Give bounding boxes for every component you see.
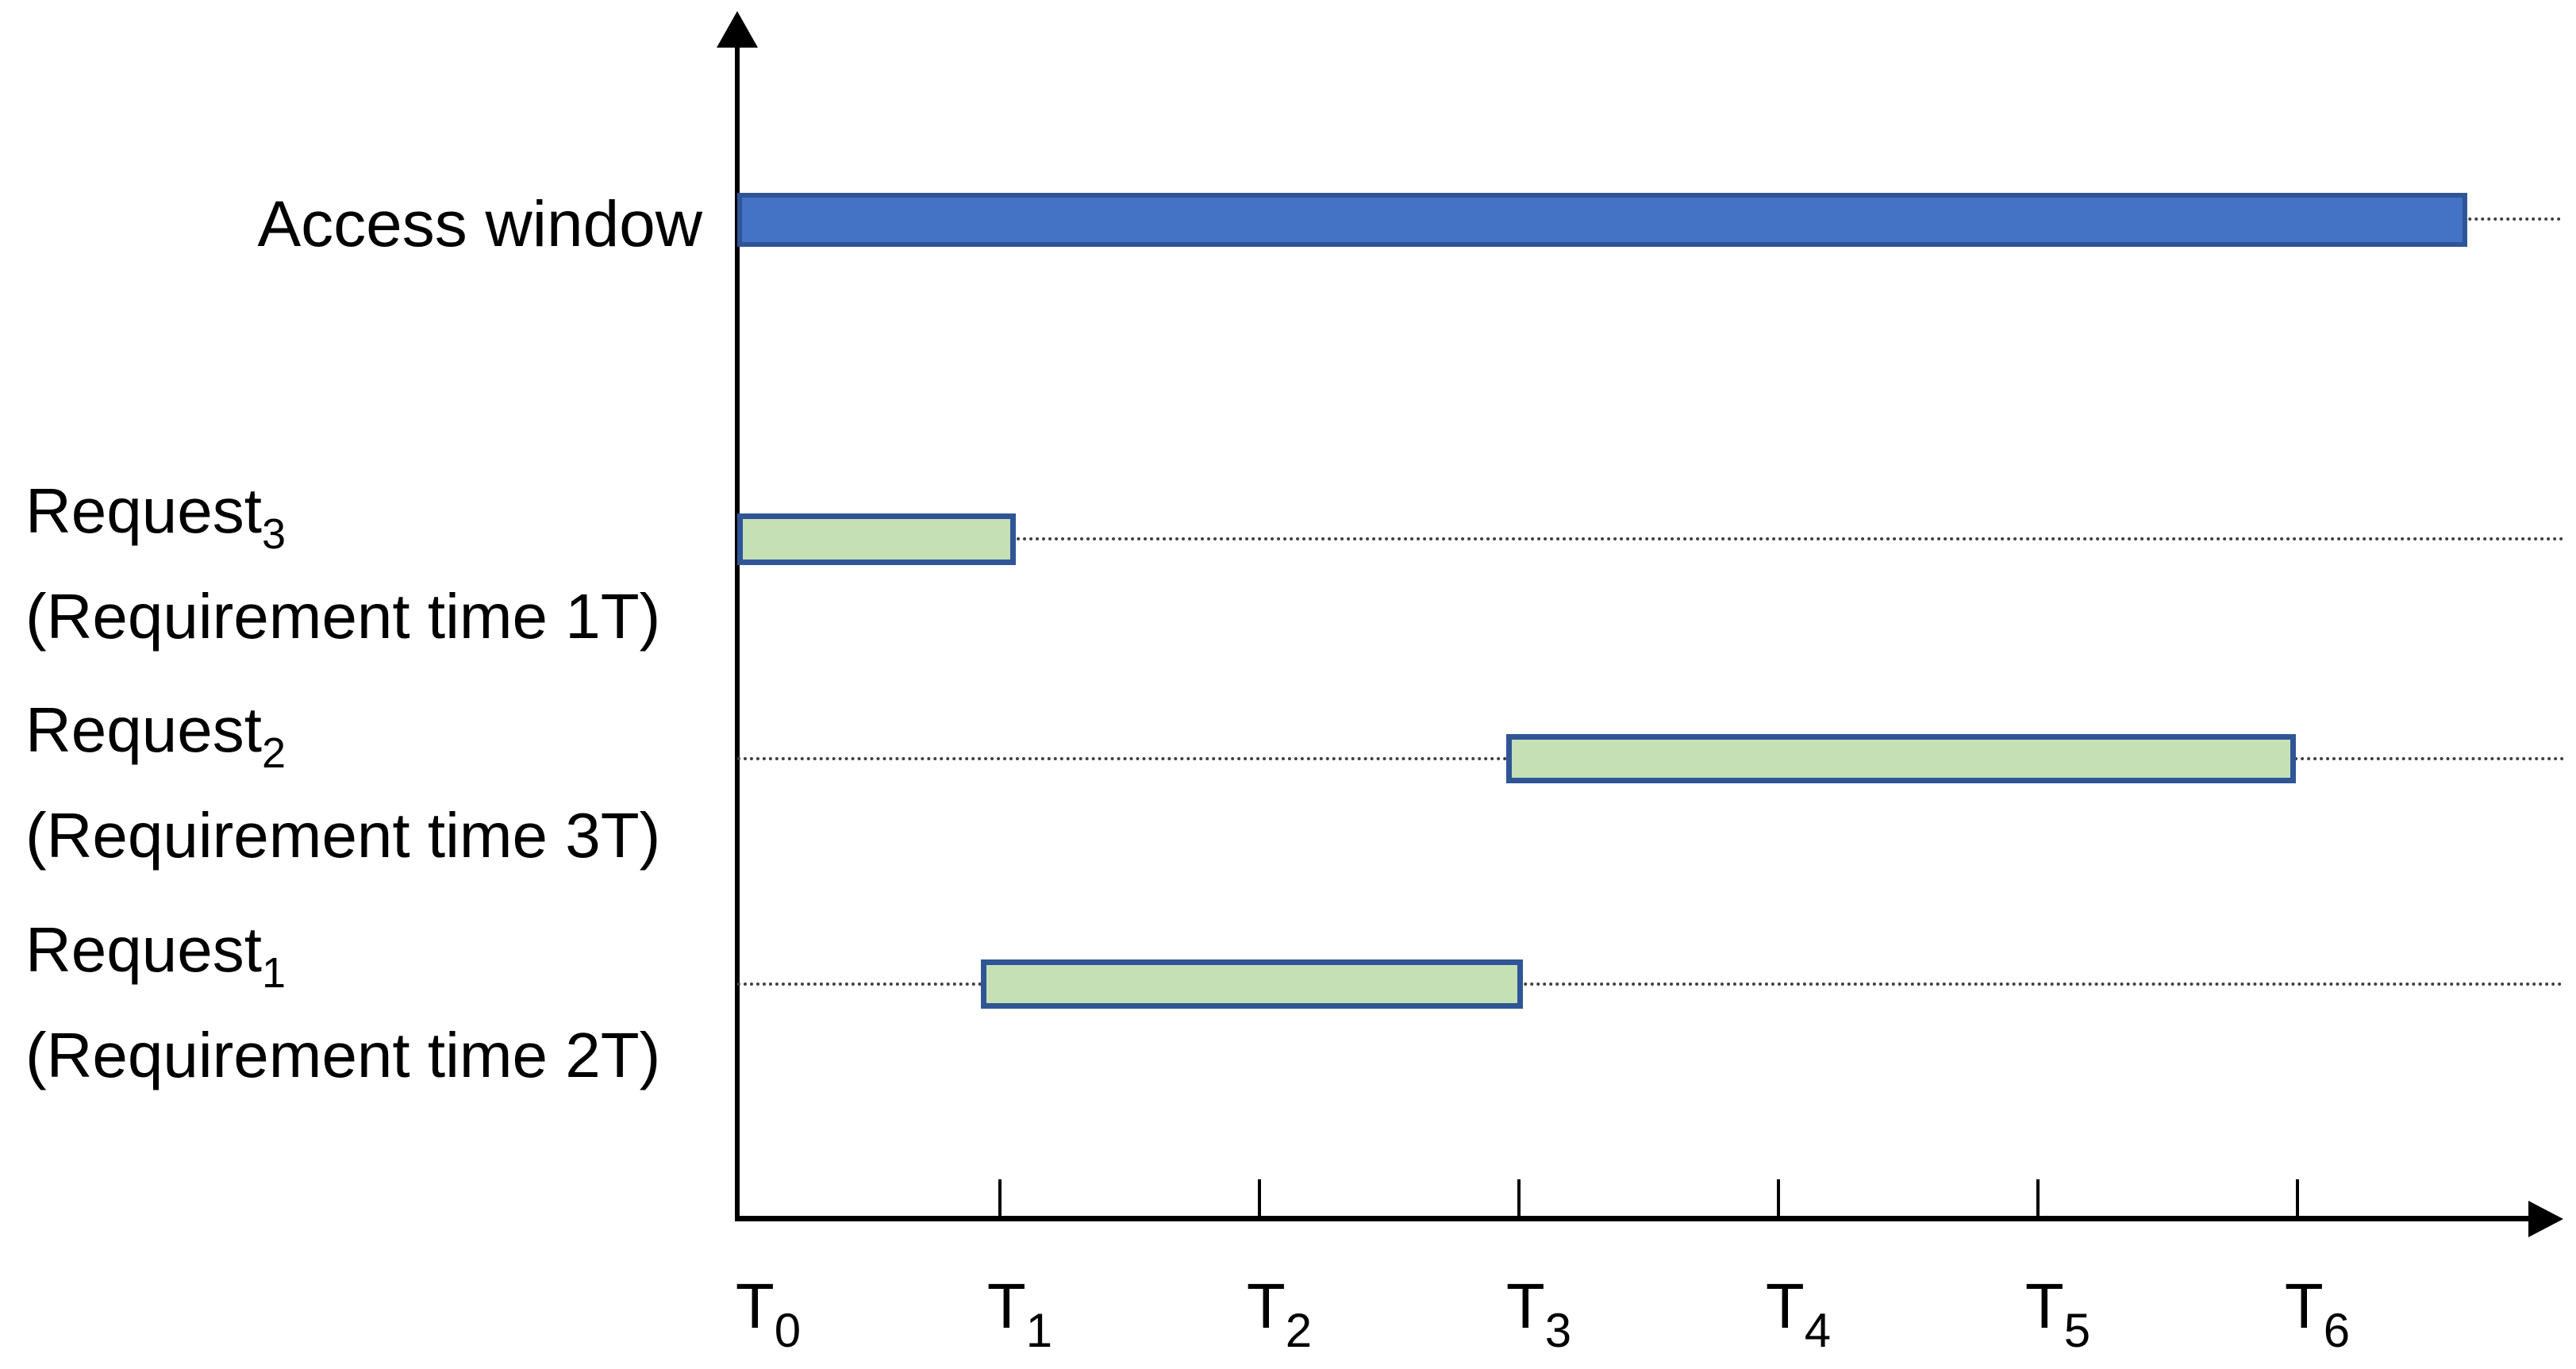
tick-t1 — [998, 1179, 1002, 1216]
tick-label-t4: T4 — [1765, 1271, 1832, 1358]
request2-bar — [1506, 734, 2296, 783]
request3-label-line1: Request3 — [25, 475, 286, 558]
access-window-bar — [737, 193, 2467, 247]
tick-t3 — [1517, 1179, 1521, 1216]
request3-label: Request3 (Requirement time 1T) — [25, 470, 660, 658]
request1-label: Request1 (Requirement time 2T) — [25, 909, 660, 1097]
access-window-label: Access window — [257, 188, 702, 260]
tick-label-t1: T1 — [986, 1271, 1053, 1358]
request3-bar — [737, 513, 1016, 565]
request1-bar — [981, 959, 1523, 1009]
tick-label-t3: T3 — [1505, 1271, 1572, 1358]
request1-label-line2: (Requirement time 2T) — [25, 1020, 661, 1090]
request1-label-line1: Request1 — [25, 914, 286, 997]
tick-t2 — [1258, 1179, 1261, 1216]
request2-label-line2: (Requirement time 3T) — [25, 800, 661, 871]
guide-line-request3-row — [737, 537, 2565, 540]
request2-label-line1: Request2 — [25, 694, 286, 777]
x-axis-arrow-icon — [2528, 1201, 2563, 1237]
tick-t4 — [1777, 1179, 1780, 1216]
tick-label-t2: T2 — [1246, 1271, 1313, 1358]
guide-line-request1-row — [737, 983, 2563, 986]
request2-label: Request2 (Requirement time 3T) — [25, 689, 660, 877]
x-axis — [735, 1216, 2538, 1221]
y-axis — [735, 38, 740, 1221]
tick-label-t5: T5 — [2024, 1271, 2091, 1358]
tick-t6 — [2296, 1179, 2299, 1216]
tick-label-t6: T6 — [2284, 1271, 2351, 1358]
tick-t5 — [2036, 1179, 2040, 1216]
request3-label-line2: (Requirement time 1T) — [25, 581, 661, 652]
tick-label-t0: T0 — [735, 1271, 802, 1358]
y-axis-arrow-icon — [717, 11, 758, 48]
